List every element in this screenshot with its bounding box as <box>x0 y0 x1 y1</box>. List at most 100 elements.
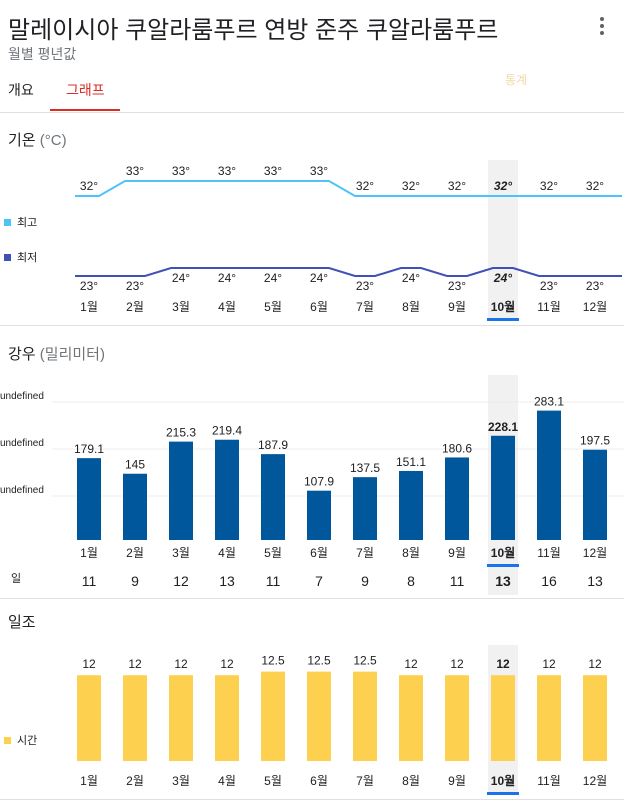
rain-days-value: 13 <box>219 573 235 589</box>
sunshine-bar <box>583 675 607 761</box>
rain-gridline-label: undefined <box>0 391 44 402</box>
sunshine-bar <box>445 675 469 761</box>
rain-value-label: 151.1 <box>396 455 426 469</box>
temp-low-label: 23° <box>586 279 604 293</box>
rain-value-label: 107.9 <box>304 475 334 489</box>
rain-days-value: 11 <box>266 573 281 589</box>
temp-high-label: 32° <box>448 179 466 193</box>
temp-high-label: 32° <box>80 179 98 193</box>
sunshine-title: 일조 <box>8 614 36 631</box>
rain-month-label: 6월 <box>310 546 328 560</box>
temp-month-label: 10월 <box>491 299 515 314</box>
temp-low-label: 24° <box>172 271 190 285</box>
rain-bar <box>537 410 561 540</box>
temp-low-label: 23° <box>80 279 98 293</box>
temperature-title: 기온 (°C) <box>8 129 67 150</box>
temp-month-label: 5월 <box>264 300 282 314</box>
page-title: 말레이시아 쿠알라룸푸르 연방 준주 쿠알라룸푸르 <box>8 17 499 44</box>
sunshine-bar <box>399 675 423 761</box>
rain-bar <box>307 490 331 540</box>
sunshine-month-label: 12월 <box>583 774 607 788</box>
legend-high-swatch <box>4 218 11 226</box>
selected-month-indicator <box>487 318 519 321</box>
sunshine-bar <box>537 675 561 761</box>
temp-low-label: 23° <box>356 279 374 293</box>
temp-month-label: 11월 <box>537 300 561 314</box>
rain-month-label: 1월 <box>80 546 98 560</box>
sunshine-month-label: 2월 <box>126 774 144 788</box>
sunshine-value-label: 12 <box>82 657 96 671</box>
temp-month-label: 7월 <box>356 300 374 314</box>
sunshine-month-label: 6월 <box>310 774 328 788</box>
temp-high-label: 33° <box>126 164 144 178</box>
rain-month-label: 3월 <box>172 546 190 560</box>
sunshine-value-label: 12 <box>588 657 602 671</box>
sunshine-value-label: 12.5 <box>261 654 285 668</box>
sunshine-month-label: 4월 <box>218 774 236 788</box>
sunshine-value-label: 12 <box>542 657 556 671</box>
sunshine-bar <box>169 675 193 761</box>
temp-month-label: 1월 <box>80 300 98 314</box>
sunshine-bar <box>77 675 101 761</box>
temp-month-label: 8월 <box>402 300 420 314</box>
temp-high-label: 33° <box>218 164 236 178</box>
sunshine-month-label: 1월 <box>80 774 98 788</box>
highlight-band <box>488 160 518 318</box>
rain-month-label: 9월 <box>448 546 466 560</box>
rain-title: 강우 (밀리미터) <box>8 343 105 364</box>
tab-graph[interactable]: 그래프 <box>66 82 105 98</box>
rain-month-label: 8월 <box>402 546 420 560</box>
temp-high-label: 32° <box>402 179 420 193</box>
tabs-divider <box>0 112 624 113</box>
sunshine-value-label: 12 <box>404 657 418 671</box>
rain-days-value: 13 <box>587 573 603 589</box>
sunshine-month-label: 3월 <box>172 774 190 788</box>
legend-sunshine-swatch <box>4 736 11 744</box>
page-subtitle: 월별 평년값 <box>8 46 77 62</box>
sunshine-bar <box>123 675 147 761</box>
rain-unit: (밀리미터) <box>39 346 105 363</box>
rain-bar <box>491 435 515 540</box>
rain-value-label: 187.9 <box>258 438 288 452</box>
rain-bar <box>353 477 377 540</box>
bottom-divider <box>0 799 624 800</box>
sunshine-value-label: 12 <box>174 657 188 671</box>
sunshine-value-label: 12 <box>128 657 142 671</box>
rain-days-value: 13 <box>495 573 511 589</box>
section-divider <box>0 598 624 599</box>
rain-month-label: 5월 <box>264 546 282 560</box>
legend-low-swatch <box>4 253 11 261</box>
temp-high-label: 33° <box>172 164 190 178</box>
sunshine-month-label: 5월 <box>264 774 282 788</box>
sunshine-bar <box>261 671 285 761</box>
rain-value-label: 283.1 <box>534 395 564 409</box>
temp-high-label: 32° <box>540 179 558 193</box>
sunshine-bar <box>353 671 377 761</box>
rain-days-value: 16 <box>541 573 557 589</box>
temp-high-label: 33° <box>264 164 282 178</box>
sunshine-value-label: 12 <box>450 657 464 671</box>
tab-selected-indicator <box>50 109 120 111</box>
rain-bar <box>399 470 423 540</box>
temp-low-label: 24° <box>310 271 328 285</box>
rain-month-label: 2월 <box>126 546 144 560</box>
rain-bar <box>77 458 101 540</box>
rain-gridline-label: undefined <box>0 485 44 496</box>
rain-value-label: 215.3 <box>166 426 196 440</box>
source-link[interactable]: 통계 <box>505 73 528 87</box>
rain-value-label: 179.1 <box>74 442 104 456</box>
temp-month-label: 3월 <box>172 300 190 314</box>
temperature-unit: (°C) <box>39 132 67 149</box>
temperature-title-text: 기온 <box>8 132 36 149</box>
legend-sunshine: 시간 <box>4 732 37 748</box>
legend-high: 최고 <box>4 214 37 230</box>
rain-bar <box>123 473 147 540</box>
legend-sunshine-label: 시간 <box>17 735 38 747</box>
more-vert-icon[interactable] <box>590 14 614 38</box>
rain-days-value: 12 <box>173 573 189 589</box>
sunshine-month-label: 9월 <box>448 774 466 788</box>
sunshine-bar <box>307 671 331 761</box>
rain-days-value: 8 <box>407 573 415 589</box>
temp-high-line <box>75 180 622 197</box>
tab-overview[interactable]: 개요 <box>8 82 34 98</box>
